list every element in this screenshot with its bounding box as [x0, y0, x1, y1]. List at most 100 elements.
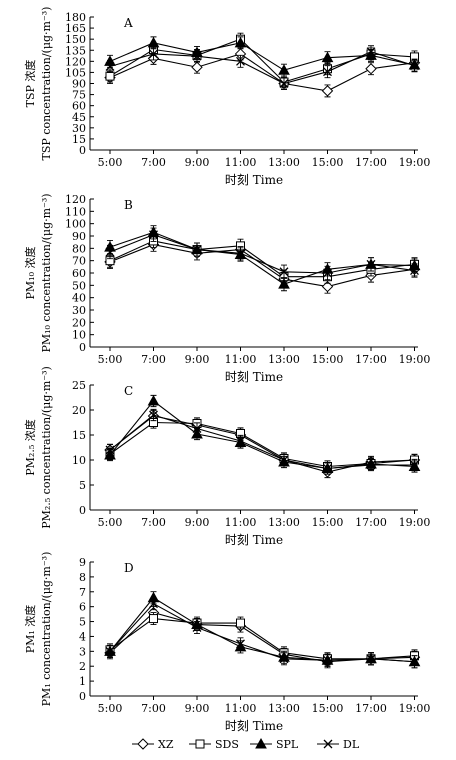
y-tick-label: 105 — [65, 66, 86, 79]
data-point-xz — [191, 61, 203, 73]
series-line-sds — [109, 240, 415, 278]
x-tick-label: 5:00 — [98, 516, 123, 529]
x-tick-label: 15:00 — [312, 156, 344, 169]
x-tick-label: 7:00 — [141, 516, 166, 529]
data-point-dl — [279, 79, 289, 88]
y-tick-label: 30 — [72, 122, 86, 135]
data-point-spl — [147, 394, 160, 406]
y-tick-label: 180 — [65, 11, 86, 24]
chart-panel-d: 0 1 2 3 45 6 7 8 9 5:00 7:00 9:00 11:00 13:00 15:00 17:… — [23, 552, 430, 733]
legend-item-xz: XZ — [132, 738, 174, 751]
series-line-dl — [109, 234, 415, 274]
data-point-spl — [321, 51, 334, 63]
y-axis-title-cn: PM₂.₅ 浓度 — [23, 419, 37, 475]
data-point-dl — [366, 460, 376, 470]
x-tick-label: 5:00 — [98, 353, 123, 366]
series-line-sds — [109, 38, 415, 83]
legend-marker-xz — [137, 738, 149, 750]
y-axis-title-en: PM₁₀ concentration/(μg·m⁻³) — [40, 193, 53, 352]
data-point-xz — [321, 85, 334, 97]
legend-item-sds: SDS — [189, 738, 239, 751]
x-tick-label: 11:00 — [225, 516, 257, 529]
data-point-dl — [366, 47, 376, 57]
y-axis-title-en: PM₂.₅ concentration/(μg·m⁻³) — [40, 366, 53, 529]
y-tick-label: 7 — [79, 586, 86, 599]
x-tick-label: 11:00 — [225, 156, 257, 169]
legend-marker-spl — [255, 737, 267, 749]
panel-label: A — [123, 16, 133, 30]
y-tick-label: 80 — [72, 242, 86, 255]
y-axis-title-en: TSP concentration/(μg·m⁻³) — [40, 7, 53, 161]
y-tick-label: 8 — [79, 571, 86, 584]
data-point-dl — [149, 230, 158, 240]
legend-label: DL — [343, 738, 360, 751]
series-line-spl — [109, 597, 415, 663]
y-tick-label: 20 — [72, 404, 86, 417]
x-tick-label: 15:00 — [312, 516, 344, 529]
x-tick-label: 9:00 — [185, 353, 210, 366]
y-tick-label: 15 — [72, 429, 86, 442]
data-point-dl — [105, 646, 115, 656]
data-point-dl — [236, 248, 245, 258]
x-tick-label: 15:00 — [312, 702, 344, 715]
y-tick-label: 9 — [79, 556, 86, 569]
y-tick-label: 20 — [72, 316, 86, 329]
y-tick-label: 75 — [72, 89, 86, 102]
data-point-spl — [278, 64, 290, 75]
y-tick-label: 135 — [65, 44, 86, 57]
data-point-dl — [323, 268, 332, 278]
x-tick-label: 17:00 — [355, 353, 387, 366]
y-tick-label: 100 — [65, 218, 86, 231]
legend-label: XZ — [158, 738, 174, 751]
data-point-dl — [410, 460, 419, 470]
y-tick-label: 25 — [72, 379, 86, 392]
legend-label: SDS — [215, 738, 239, 751]
x-tick-label: 9:00 — [185, 702, 210, 715]
y-tick-label: 45 — [72, 111, 86, 124]
series-line-xz — [109, 53, 415, 92]
data-point-xz — [365, 63, 377, 75]
x-tick-label: 15:00 — [312, 353, 344, 366]
legend-item-dl: DL — [317, 738, 360, 751]
data-point-spl — [234, 36, 247, 48]
data-point-dl — [192, 424, 202, 433]
series-dl — [105, 45, 419, 90]
data-point-xz — [321, 280, 334, 293]
y-tick-label: 3 — [79, 645, 86, 658]
x-tick-label: 17:00 — [355, 156, 387, 169]
y-tick-label: 0 — [79, 690, 86, 703]
x-tick-label: 9:00 — [185, 156, 210, 169]
y-axis-title-cn: PM₁ 浓度 — [23, 605, 37, 654]
y-tick-label: 4 — [79, 630, 86, 643]
data-point-dl — [149, 49, 158, 59]
x-tick-label: 11:00 — [225, 353, 257, 366]
data-point-dl — [366, 654, 376, 664]
legend-marker-sds — [195, 739, 205, 749]
x-axis-title: 时刻 Time — [225, 173, 283, 187]
x-axis-title: 时刻 Time — [225, 370, 283, 384]
data-point-dl — [323, 655, 332, 665]
y-tick-label: 0 — [79, 504, 86, 517]
data-point-sds — [105, 71, 115, 81]
y-tick-label: 15 — [72, 133, 86, 146]
y-tick-label: 10 — [72, 454, 86, 467]
series-dl — [105, 227, 419, 281]
series-line-spl — [109, 42, 415, 71]
data-point-dl — [192, 623, 202, 632]
y-tick-label: 120 — [65, 55, 86, 68]
data-point-dl — [192, 51, 202, 61]
data-point-dl — [236, 639, 245, 649]
data-point-dl — [410, 657, 419, 667]
data-point-dl — [366, 259, 376, 269]
y-tick-label: 120 — [65, 193, 86, 206]
data-point-dl — [410, 61, 419, 71]
x-tick-label: 13:00 — [268, 702, 300, 715]
x-axis-title: 时刻 Time — [225, 719, 283, 733]
legend-item-spl: SPL — [250, 737, 299, 751]
data-point-spl — [278, 278, 290, 289]
x-tick-label: 11:00 — [225, 702, 257, 715]
y-tick-label: 60 — [72, 100, 86, 113]
